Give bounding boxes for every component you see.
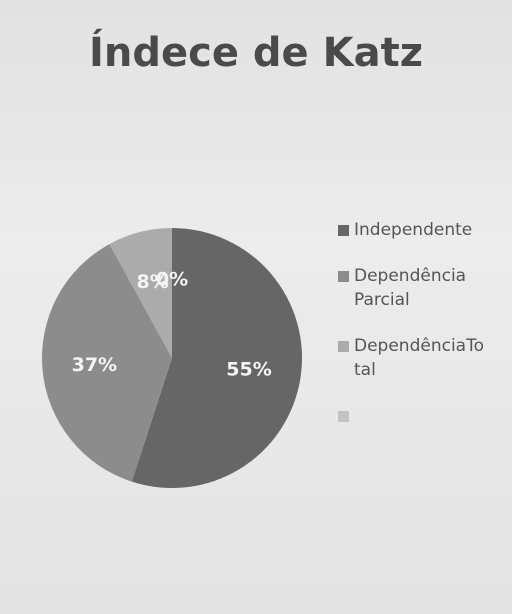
pie-slice bbox=[109, 228, 172, 358]
legend-item bbox=[338, 404, 498, 428]
legend-swatch bbox=[338, 411, 349, 422]
legend-item: DependênciaTotal bbox=[338, 334, 498, 382]
legend-label: Independente bbox=[354, 220, 473, 240]
legend: Independente Dependência Parcial Dependênc… bbox=[338, 218, 498, 450]
legend-swatch bbox=[338, 271, 349, 282]
pie-slice bbox=[131, 228, 302, 489]
data-label: 0% bbox=[156, 269, 188, 291]
legend-item: Independente bbox=[338, 218, 498, 242]
legend-swatch bbox=[338, 341, 349, 352]
chart-title: Índece de Katz bbox=[89, 30, 423, 76]
legend-swatch bbox=[338, 225, 349, 236]
legend-item: Dependência Parcial bbox=[338, 264, 498, 312]
data-label: 55% bbox=[226, 359, 271, 381]
data-label: 8% bbox=[136, 271, 168, 293]
data-label: 37% bbox=[72, 354, 117, 376]
legend-label: Dependência Parcial bbox=[354, 266, 467, 310]
legend-label bbox=[354, 404, 484, 428]
pie-slice bbox=[41, 244, 173, 482]
legend-label: DependênciaTotal bbox=[354, 336, 484, 380]
